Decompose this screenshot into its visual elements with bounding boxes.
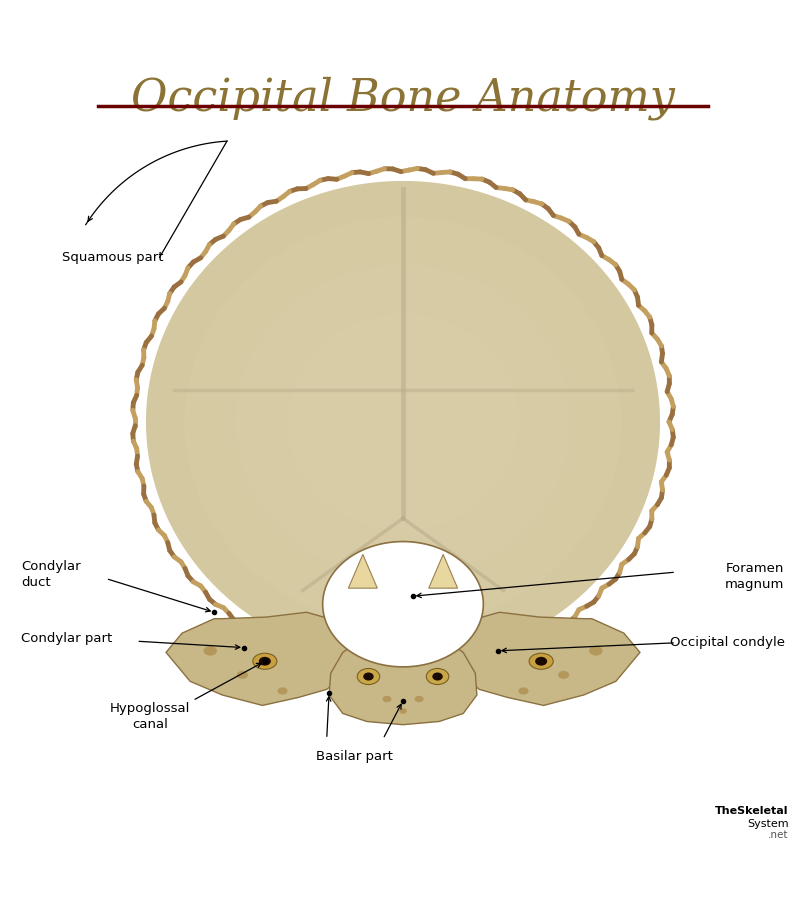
Text: Foramen
magnum: Foramen magnum (725, 562, 784, 591)
Text: Condylar part: Condylar part (22, 633, 113, 645)
Ellipse shape (364, 672, 374, 680)
Text: System: System (747, 819, 788, 829)
Polygon shape (166, 612, 359, 706)
Ellipse shape (203, 646, 217, 655)
Text: Condylar
duct: Condylar duct (22, 560, 81, 589)
Polygon shape (348, 554, 377, 589)
Ellipse shape (253, 653, 277, 670)
Ellipse shape (399, 708, 407, 714)
Polygon shape (236, 266, 570, 579)
Ellipse shape (535, 657, 547, 666)
Text: Occipital Bone Anatomy: Occipital Bone Anatomy (131, 76, 675, 121)
Polygon shape (447, 612, 640, 706)
Ellipse shape (518, 688, 529, 695)
Ellipse shape (426, 669, 449, 685)
Ellipse shape (237, 670, 248, 679)
Ellipse shape (277, 688, 288, 695)
Polygon shape (429, 554, 458, 589)
Ellipse shape (259, 657, 271, 666)
Ellipse shape (357, 669, 380, 685)
Text: Hypoglossal
canal: Hypoglossal canal (110, 702, 190, 731)
Ellipse shape (414, 696, 424, 702)
Ellipse shape (382, 696, 392, 702)
Ellipse shape (529, 653, 553, 670)
Text: Squamous part: Squamous part (61, 251, 163, 264)
Text: Occipital condyle: Occipital condyle (670, 636, 784, 649)
Polygon shape (185, 217, 621, 626)
Text: .net: .net (768, 831, 788, 841)
Ellipse shape (558, 670, 569, 679)
Polygon shape (322, 542, 484, 667)
Polygon shape (329, 637, 477, 724)
Polygon shape (146, 181, 660, 663)
Text: TheSkeletal: TheSkeletal (715, 806, 788, 816)
Ellipse shape (432, 672, 442, 680)
Ellipse shape (589, 646, 603, 655)
Polygon shape (288, 313, 519, 530)
Text: Basilar part: Basilar part (317, 751, 393, 763)
